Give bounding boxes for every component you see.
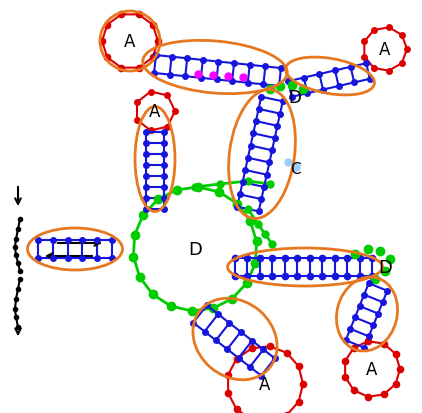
Text: D: D <box>289 89 301 107</box>
Text: A: A <box>379 41 391 59</box>
Text: A: A <box>259 375 271 393</box>
Text: C: C <box>289 162 300 177</box>
Text: A: A <box>124 33 136 51</box>
Text: D: D <box>188 240 202 259</box>
Text: A: A <box>149 103 161 121</box>
Text: A: A <box>366 360 378 378</box>
Text: D: D <box>378 259 392 276</box>
